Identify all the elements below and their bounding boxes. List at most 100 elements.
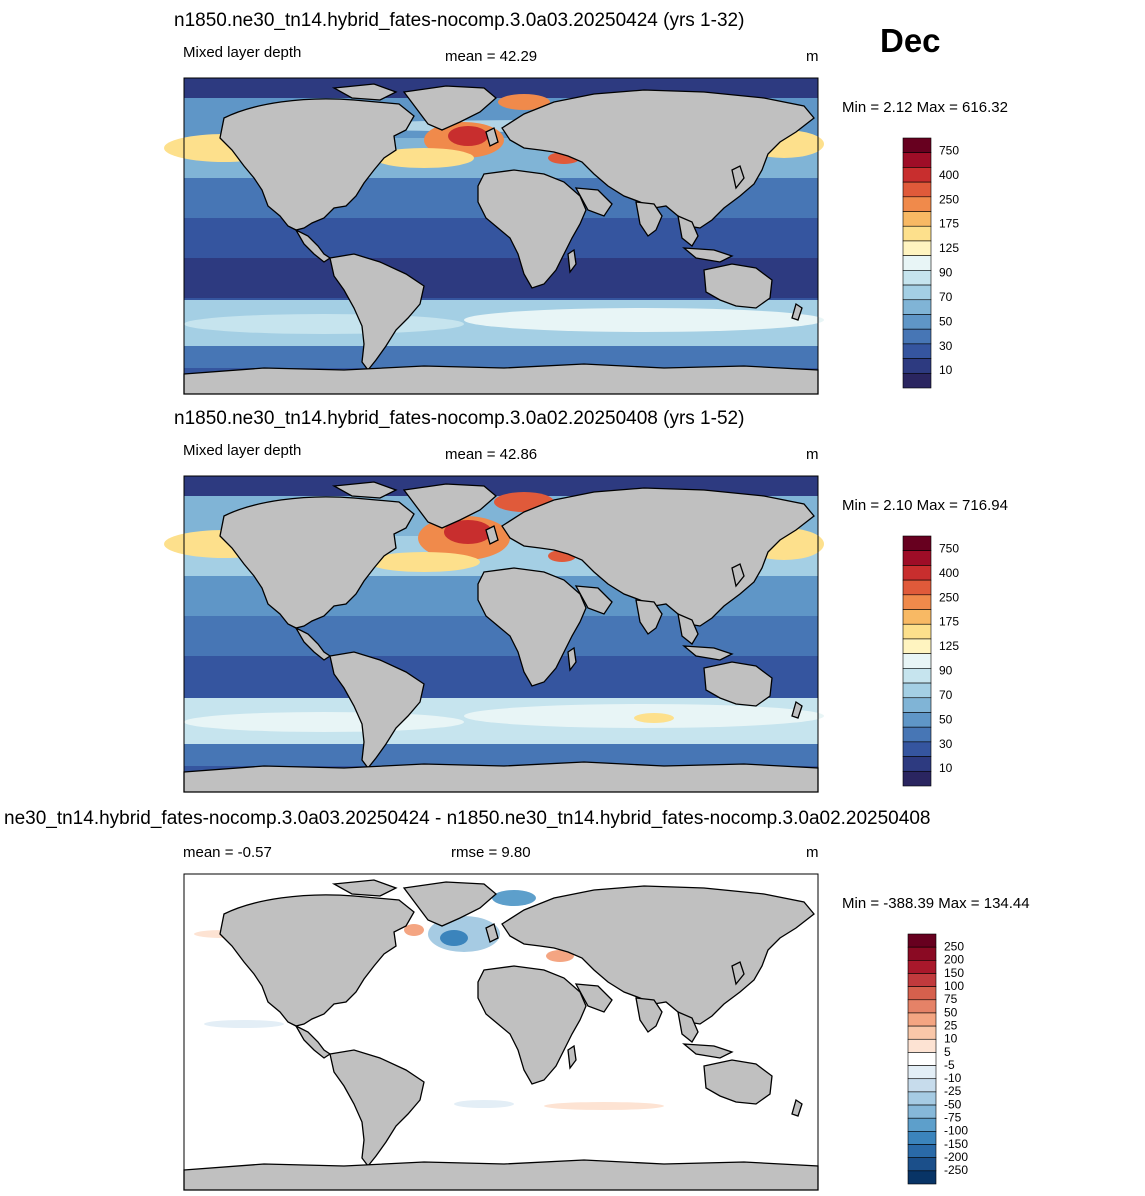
colorbar-label: 175 [939,217,959,231]
colorbar-swatch [907,1052,937,1066]
colorbar-swatch [902,167,932,183]
colorbar-label: 30 [939,737,953,751]
colorbar-label: 250 [939,192,959,206]
colorbar-swatch [902,770,932,787]
colorbar-swatch [902,712,932,728]
colorbar-swatch [907,1012,937,1027]
colorbar-swatch [902,314,932,330]
colorbar-swatch [902,565,932,581]
panel-2-variable-label: Mixed layer depth [183,442,302,459]
panel-2-minmax: Min = 2.10 Max = 716.94 [842,497,1008,514]
panel-2-title: n1850.ne30_tn14.hybrid_fates-nocomp.3.0a… [174,408,745,429]
colorbar-label: 250 [944,940,964,954]
colorbar-swatch [907,1038,937,1053]
colorbar-label: 750 [939,542,959,556]
colorbar-label: 400 [939,566,959,580]
panel-1-colorbar: 750 400 250 175 125 90 70 50 30 10 [902,137,959,389]
colorbar-swatch [907,1170,937,1185]
colorbar-swatch [902,697,932,713]
colorbar-swatch [907,1117,937,1132]
colorbar-swatch [902,211,932,227]
panel-3-colorbar: 250200150100755025105-5-10-25-50-75-100-… [907,933,968,1185]
colorbar-label: -100 [944,1124,968,1138]
colorbar-swatch [902,372,932,389]
panel-2-map [164,475,824,793]
colorbar-label: 750 [939,144,959,158]
colorbar-swatch [902,623,932,640]
colorbar-swatch [902,270,932,286]
colorbar-label: -50 [944,1097,962,1111]
colorbar-swatch [902,328,932,345]
colorbar-label: -10 [944,1071,962,1085]
colorbar-label: 125 [939,241,959,255]
colorbar-label: 50 [939,712,953,726]
colorbar-label: 10 [944,1032,958,1046]
colorbar-label: 10 [939,761,953,775]
colorbar-swatch [907,933,937,948]
colorbar-label: 70 [939,688,953,702]
colorbar-swatch [902,550,932,566]
colorbar-label: 50 [944,1005,958,1019]
panel-1-minmax: Min = 2.12 Max = 616.32 [842,99,1008,116]
colorbar-label: 50 [939,314,953,328]
colorbar-swatch [902,682,932,699]
colorbar-swatch [902,756,932,772]
colorbar-swatch [907,1091,937,1106]
panel-1-units: m [806,48,819,65]
month-label: Dec [880,22,941,59]
colorbar-swatch [902,638,932,654]
colorbar-label: -150 [944,1137,968,1151]
colorbar-label: 90 [939,266,953,280]
colorbar-swatch [902,535,932,552]
panel-3-map [183,873,819,1191]
colorbar-swatch [907,1131,937,1145]
colorbar-swatch [907,1144,937,1158]
colorbar-swatch [907,946,937,961]
colorbar-swatch [907,973,937,987]
panel-3-units: m [806,844,819,861]
panel-2-colorbar: 750 400 250 175 125 90 70 50 30 10 [902,535,959,787]
panel-3-minmax: Min = -388.39 Max = 134.44 [842,895,1030,912]
colorbar-label: -25 [944,1084,962,1098]
colorbar-label: -5 [944,1058,955,1072]
colorbar-label: 5 [944,1045,951,1059]
colorbar-label: 25 [944,1018,958,1032]
colorbar-swatch [902,668,932,684]
colorbar-swatch [902,653,932,669]
colorbar-label: 250 [939,590,959,604]
colorbar-swatch [902,579,932,596]
panel-1-map [164,77,824,395]
colorbar-label: 125 [939,639,959,653]
panel-1-title: n1850.ne30_tn14.hybrid_fates-nocomp.3.0a… [174,10,745,31]
colorbar-label: -200 [944,1150,968,1164]
colorbar-label: 70 [939,290,953,304]
colorbar-swatch [907,1078,937,1093]
panel-2-units: m [806,446,819,463]
colorbar-swatch [902,741,932,757]
colorbar-swatch [907,1025,937,1040]
panel-3-title: ne30_tn14.hybrid_fates-nocomp.3.0a03.202… [4,808,931,829]
colorbar-label: -75 [944,1111,962,1125]
colorbar-swatch [902,225,932,242]
panel-1-variable-label: Mixed layer depth [183,44,302,61]
colorbar-swatch [902,255,932,271]
panel-3-mean: mean = -0.57 [183,844,272,861]
colorbar-swatch [907,1104,937,1119]
colorbar-label: 100 [944,979,964,993]
colorbar-swatch [902,137,932,154]
colorbar-label: 90 [939,664,953,678]
colorbar-label: 175 [939,615,959,629]
panel-1-mean: mean = 42.29 [445,48,538,65]
colorbar-swatch [907,1065,937,1080]
panel-3-rmse: rmse = 9.80 [451,844,531,861]
colorbar-label: 10 [939,363,953,377]
colorbar-swatch [902,343,932,359]
colorbar-label: 150 [944,966,964,980]
colorbar-swatch [902,284,932,301]
colorbar-label: 200 [944,953,964,967]
colorbar-swatch [907,986,937,1001]
colorbar-swatch [902,196,932,212]
colorbar-swatch [902,726,932,743]
colorbar-swatch [902,609,932,625]
colorbar-swatch [907,1157,937,1172]
